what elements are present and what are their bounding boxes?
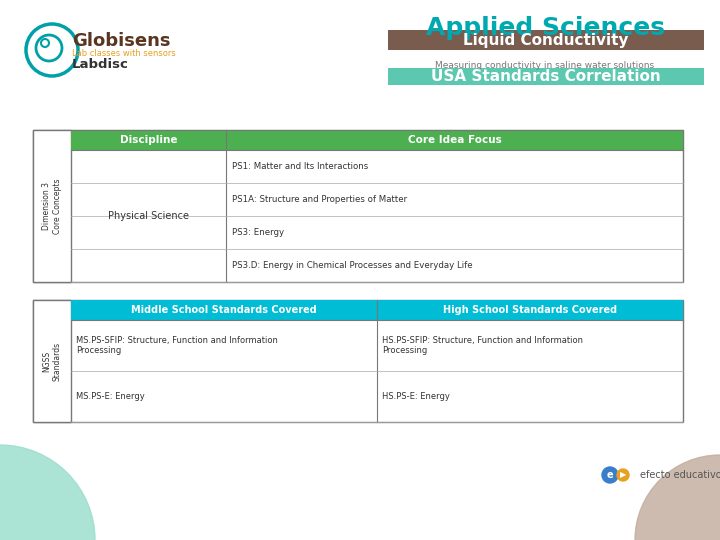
Bar (33, 300, 683, 422)
Text: e: e (607, 470, 613, 480)
Circle shape (0, 445, 95, 540)
Text: PS1A: Structure and Properties of Matter: PS1A: Structure and Properties of Matter (232, 195, 407, 204)
Text: Liquid Conductivity: Liquid Conductivity (463, 32, 629, 48)
Text: High School Standards Covered: High School Standards Covered (443, 305, 617, 315)
Bar (33, 130, 71, 282)
Circle shape (635, 455, 720, 540)
Bar (33, 130, 683, 282)
Text: Lab classes with sensors: Lab classes with sensors (72, 49, 176, 57)
Bar (71, 130, 683, 150)
Bar (388, 68, 704, 85)
Text: Core Idea Focus: Core Idea Focus (408, 135, 501, 145)
Text: ▶: ▶ (620, 470, 626, 480)
Text: MS.PS-SFIP: Structure, Function and Information
Processing: MS.PS-SFIP: Structure, Function and Info… (76, 336, 278, 355)
Text: Discipline: Discipline (120, 135, 177, 145)
Text: PS3: Energy: PS3: Energy (232, 228, 284, 237)
Text: USA Standards Correlation: USA Standards Correlation (431, 69, 661, 84)
Text: Measuring conductivity in saline water solutions: Measuring conductivity in saline water s… (436, 62, 654, 71)
Text: Middle School Standards Covered: Middle School Standards Covered (131, 305, 317, 315)
Text: Globisens: Globisens (72, 32, 171, 50)
Bar (388, 30, 704, 50)
Text: Applied Sciences: Applied Sciences (426, 16, 665, 40)
Text: MS.PS-E: Energy: MS.PS-E: Energy (76, 392, 145, 401)
Circle shape (602, 467, 618, 483)
Text: Dimension 3
Core Concepts: Dimension 3 Core Concepts (42, 178, 62, 234)
Circle shape (617, 469, 629, 481)
Text: NGSS
Standards: NGSS Standards (42, 341, 62, 381)
Text: PS3.D: Energy in Chemical Processes and Everyday Life: PS3.D: Energy in Chemical Processes and … (232, 261, 472, 270)
Text: PS1: Matter and Its Interactions: PS1: Matter and Its Interactions (232, 162, 368, 171)
Bar (71, 300, 683, 320)
Text: Labdisc: Labdisc (72, 58, 129, 71)
Text: Physical Science: Physical Science (108, 211, 189, 221)
Text: efecto educativo: efecto educativo (640, 470, 720, 480)
Text: HS.PS-E: Energy: HS.PS-E: Energy (382, 392, 450, 401)
Bar (33, 300, 71, 422)
Text: HS.PS-SFIP: Structure, Function and Information
Processing: HS.PS-SFIP: Structure, Function and Info… (382, 336, 583, 355)
